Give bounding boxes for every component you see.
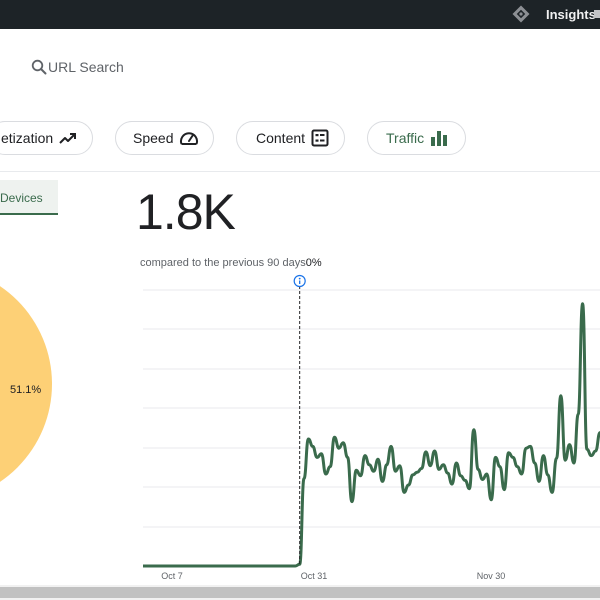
tab-speed[interactable]: Speed: [115, 121, 214, 155]
tab-devices-label: Devices: [0, 191, 43, 205]
tab-traffic[interactable]: Traffic: [367, 121, 466, 155]
total-metric-value: 1.8K: [136, 184, 236, 240]
comparison-text: compared to the previous 90 days0%: [140, 257, 322, 269]
comparison-percent: 0%: [305, 257, 322, 269]
x-axis-label-oct-7: Oct 7: [161, 571, 183, 581]
traffic-line-chart: [143, 274, 600, 568]
insights-badge: [594, 10, 600, 18]
horizontal-scrollbar[interactable]: [0, 585, 600, 600]
search-icon: [31, 59, 47, 75]
info-icon[interactable]: [293, 274, 306, 288]
insights-logo-icon[interactable]: [511, 4, 531, 24]
bar-chart-icon: [431, 131, 448, 146]
tab-devices[interactable]: Devices: [0, 180, 58, 215]
tab-monetization-label: etization: [1, 130, 54, 146]
url-search-field[interactable]: URL Search: [31, 59, 124, 75]
x-axis-label-nov-30: Nov 30: [476, 571, 506, 581]
speedometer-icon: [180, 132, 199, 145]
tab-traffic-label: Traffic: [386, 130, 425, 146]
pie-slice-label: 51.1%: [10, 384, 42, 396]
comparison-label: compared to the previous 90 days: [140, 257, 306, 269]
admin-top-bar: Insights: [0, 0, 600, 29]
traffic-series-line[interactable]: [143, 302, 600, 568]
section-divider: [0, 171, 600, 172]
devices-pie-chart: [0, 264, 60, 504]
tab-speed-label: Speed: [133, 130, 174, 146]
tab-monetization[interactable]: etization: [0, 121, 93, 155]
x-axis-label-oct-31: Oct 31: [300, 571, 328, 581]
tab-content-label: Content: [256, 130, 306, 146]
scrollbar-thumb[interactable]: [0, 587, 600, 598]
trending-up-icon: [59, 133, 77, 144]
search-placeholder: URL Search: [48, 59, 124, 75]
insights-menu-label[interactable]: Insights: [546, 7, 596, 22]
tab-content[interactable]: Content: [236, 121, 345, 155]
list-icon: [311, 129, 329, 147]
pie-slice-primary[interactable]: [0, 266, 52, 502]
